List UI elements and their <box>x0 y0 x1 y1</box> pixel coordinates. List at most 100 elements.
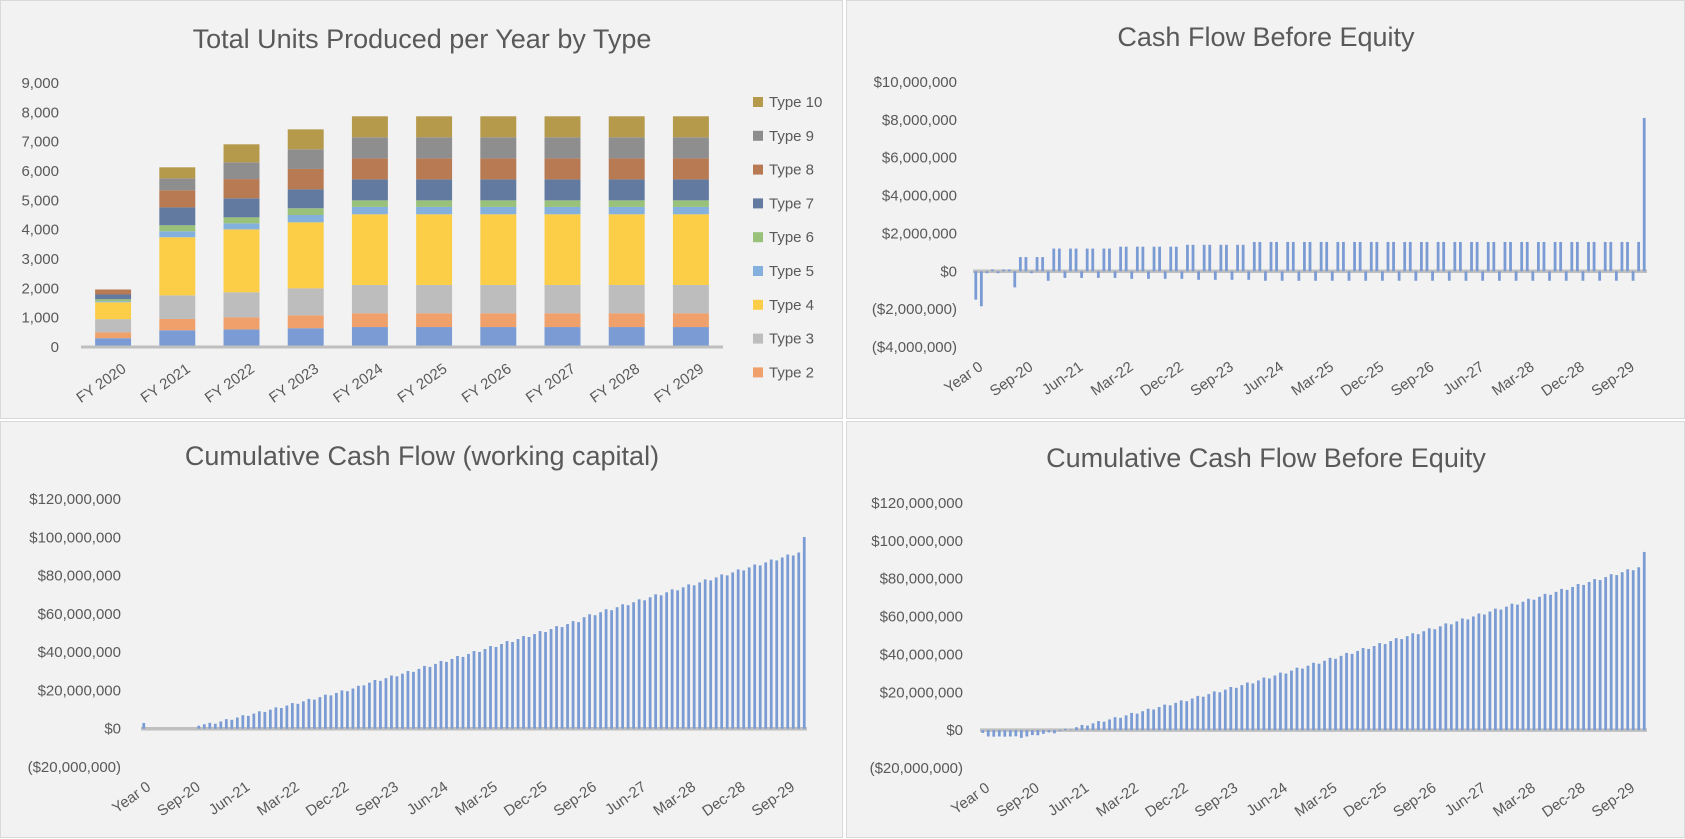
bar <box>483 648 487 729</box>
bar <box>472 650 476 729</box>
bar <box>1358 241 1362 272</box>
bar <box>1548 271 1551 281</box>
bar <box>1389 641 1393 731</box>
bar <box>1241 244 1245 272</box>
legend-label: Type 8 <box>769 162 814 179</box>
x-tick-label: Dec-28 <box>1538 358 1587 400</box>
bar <box>1554 591 1558 731</box>
bar <box>703 579 707 729</box>
bar-segment <box>223 198 260 218</box>
bar-segment <box>287 315 324 329</box>
bar <box>1291 241 1295 272</box>
bar <box>1013 271 1017 288</box>
bar <box>1069 729 1073 731</box>
bar <box>1516 604 1519 731</box>
bar <box>1212 691 1216 731</box>
x-tick-label: Sep-29 <box>1588 358 1637 400</box>
bar <box>478 651 481 729</box>
bar <box>1356 650 1359 731</box>
bar <box>1314 271 1317 281</box>
bar <box>1565 589 1569 731</box>
bar <box>747 567 751 729</box>
bar <box>1196 695 1200 731</box>
bar <box>1637 567 1641 731</box>
bar <box>290 703 294 729</box>
legend-swatch <box>753 299 763 310</box>
bar <box>1475 241 1479 272</box>
chart-title: Cumulative Cash Flow (working capital) <box>185 441 659 471</box>
bar <box>1240 685 1244 731</box>
bar <box>1642 551 1646 731</box>
bar <box>1438 626 1442 731</box>
bar-segment <box>608 158 645 180</box>
bar-segment <box>159 318 196 331</box>
y-tick-label: 1,000 <box>21 310 59 327</box>
bar-segment <box>159 330 196 347</box>
bar-segment <box>351 158 388 180</box>
x-tick-label: FY 2020 <box>73 360 129 406</box>
chart-title: Cumulative Cash Flow Before Equity <box>1046 443 1486 473</box>
bar-segment <box>672 137 709 159</box>
bar <box>527 637 531 729</box>
bar <box>1488 611 1492 731</box>
bar <box>1297 271 1301 281</box>
bar <box>439 660 443 729</box>
bar <box>1236 244 1239 272</box>
x-tick-label: Mar-25 <box>1288 358 1337 399</box>
bar <box>1174 246 1178 272</box>
bar <box>390 675 393 729</box>
bar <box>1464 271 1468 281</box>
bar-segment <box>544 179 581 201</box>
bar <box>1135 713 1139 731</box>
x-tick-label: Mar-25 <box>452 778 501 819</box>
bar <box>1394 638 1398 731</box>
bar <box>1035 257 1039 272</box>
bar <box>802 536 806 729</box>
bar <box>533 634 536 729</box>
bar <box>202 724 206 729</box>
bar <box>1269 241 1273 272</box>
x-tick-label: Jun-21 <box>1045 779 1092 819</box>
bar <box>1397 271 1401 281</box>
bar <box>1427 628 1431 731</box>
bar <box>1598 271 1602 281</box>
bar <box>1247 271 1251 280</box>
bar <box>1403 241 1407 272</box>
bar <box>593 615 597 729</box>
y-tick-label: ($20,000,000) <box>870 760 963 777</box>
bar-segment <box>351 214 388 285</box>
bar-segment <box>672 313 709 328</box>
bar-segment <box>159 225 196 232</box>
bar <box>1626 569 1630 731</box>
bar-segment <box>672 284 709 314</box>
bar <box>1328 657 1332 731</box>
bar <box>450 658 454 729</box>
bar <box>461 656 465 729</box>
bar <box>1460 618 1464 731</box>
bar <box>549 629 553 729</box>
bar <box>1576 584 1580 731</box>
bar <box>676 590 680 729</box>
x-tick-label: Jun-24 <box>1240 358 1287 398</box>
bar <box>996 271 1000 274</box>
bar <box>1587 241 1590 272</box>
bar <box>786 554 790 729</box>
x-tick-label: Dec-22 <box>1142 779 1191 821</box>
y-tick-label: $120,000,000 <box>871 495 963 512</box>
x-tick-label: FY 2021 <box>138 360 194 406</box>
bar-segment <box>672 327 709 347</box>
bar <box>1284 673 1288 731</box>
bar <box>335 692 338 729</box>
x-tick-label: Dec-22 <box>303 778 352 820</box>
bar-segment <box>95 338 132 347</box>
y-tick-label: $60,000,000 <box>38 606 121 623</box>
bar <box>1571 586 1574 731</box>
y-tick-label: $0 <box>104 721 121 738</box>
bar <box>797 552 801 729</box>
bar <box>1053 730 1056 734</box>
bar <box>516 639 520 729</box>
bar-segment <box>159 190 196 208</box>
bar <box>428 666 432 729</box>
bar <box>560 627 564 729</box>
y-tick-label: $100,000,000 <box>29 529 121 546</box>
